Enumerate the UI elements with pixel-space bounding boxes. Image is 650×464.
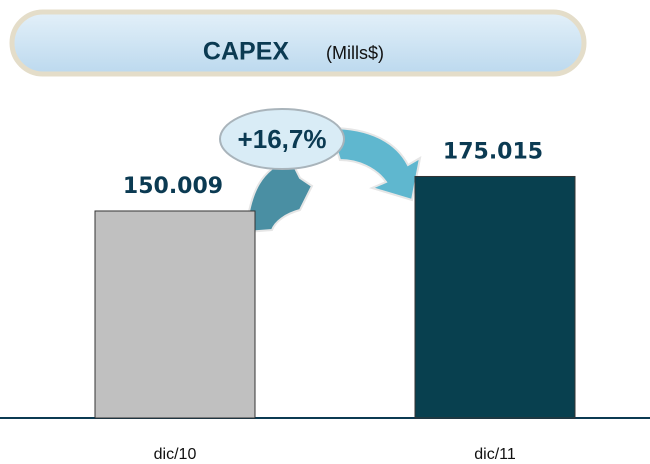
x-tick-label: dic/11: [474, 446, 516, 463]
value-label: 175.015: [443, 139, 543, 164]
bar: [94, 210, 256, 419]
chart-subtitle: (Mills$): [326, 43, 384, 63]
value-label: 150.009: [123, 174, 223, 199]
title-pill: [9, 9, 587, 77]
x-tick-label: dic/10: [154, 446, 197, 463]
annotation: +16,7%: [238, 124, 327, 154]
arrow-left: [244, 156, 314, 234]
chart-title: CAPEX: [203, 38, 289, 66]
annotation-bubble: [219, 108, 345, 170]
bar: [414, 175, 576, 419]
